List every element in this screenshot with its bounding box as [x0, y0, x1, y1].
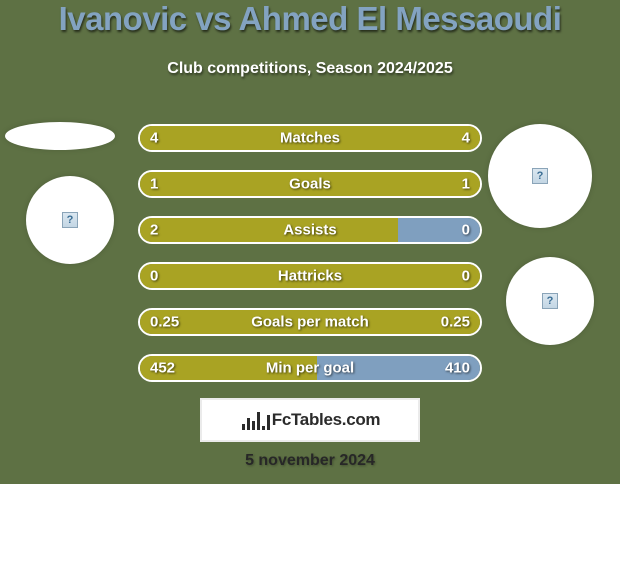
deco-right-bottom-circle — [506, 257, 594, 345]
stat-label: Goals — [289, 176, 331, 193]
placeholder-icon — [62, 212, 78, 228]
stat-label: Goals per match — [251, 314, 369, 331]
stat-value-right: 4 — [462, 130, 470, 147]
stat-value-right: 410 — [445, 360, 470, 377]
date: 5 november 2024 — [0, 452, 620, 470]
stat-label: Min per goal — [266, 360, 354, 377]
deco-right-top-circle — [488, 124, 592, 228]
stat-value-left: 1 — [150, 176, 158, 193]
stat-row: 0.25 Goals per match 0.25 — [138, 308, 482, 336]
stat-row: 1 Goals 1 — [138, 170, 482, 198]
stat-value-left: 0 — [150, 268, 158, 285]
placeholder-icon — [542, 293, 558, 309]
deco-left-ellipse — [5, 122, 115, 150]
logo-box: FcTables.com — [200, 398, 420, 442]
stat-fill-left — [140, 172, 310, 196]
title: Ivanovic vs Ahmed El Messaoudi — [0, 0, 620, 38]
stat-fill-left — [140, 218, 398, 242]
subtitle: Club competitions, Season 2024/2025 — [0, 60, 620, 78]
stat-value-right: 0 — [462, 268, 470, 285]
stat-row: 452 Min per goal 410 — [138, 354, 482, 382]
placeholder-icon — [532, 168, 548, 184]
stat-value-right: 1 — [462, 176, 470, 193]
logo-text: FcTables.com — [272, 410, 381, 430]
stat-label: Matches — [280, 130, 340, 147]
stat-value-left: 2 — [150, 222, 158, 239]
stat-label: Hattricks — [278, 268, 342, 285]
stat-row: 0 Hattricks 0 — [138, 262, 482, 290]
stat-value-left: 452 — [150, 360, 175, 377]
comparison-bars: 4 Matches 4 1 Goals 1 2 Assists 0 0 Hattricks 0 0.25… — [138, 124, 482, 400]
stat-value-left: 4 — [150, 130, 158, 147]
stat-row: 2 Assists 0 — [138, 216, 482, 244]
stat-fill-right — [310, 172, 480, 196]
comparison-infographic: Ivanovic vs Ahmed El Messaoudi Club comp… — [0, 0, 620, 580]
stat-value-right: 0.25 — [441, 314, 470, 331]
deco-left-circle — [26, 176, 114, 264]
stat-label: Assists — [283, 222, 336, 239]
stat-row: 4 Matches 4 — [138, 124, 482, 152]
bar-chart-icon — [240, 409, 272, 431]
stat-value-right: 0 — [462, 222, 470, 239]
stat-value-left: 0.25 — [150, 314, 179, 331]
